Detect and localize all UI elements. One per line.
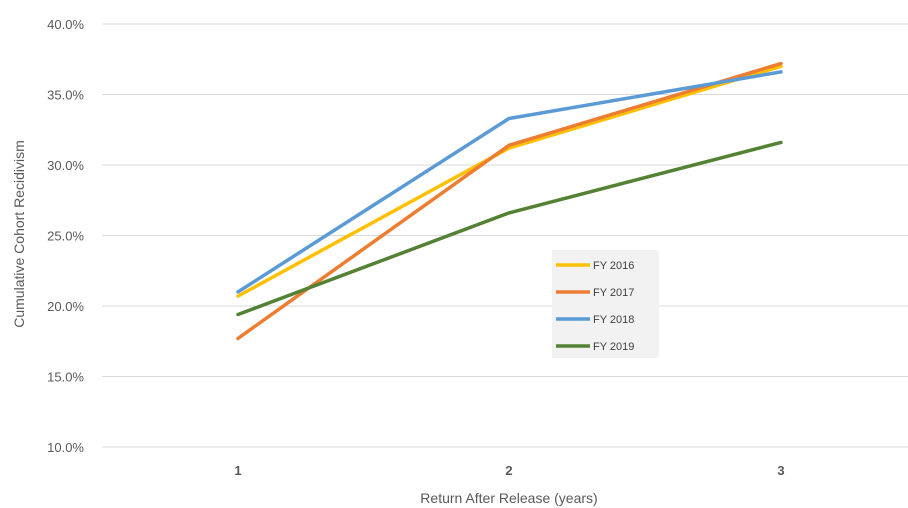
x-axis-ticks: 1 2 3: [234, 463, 784, 478]
series-line-fy-2018: [236, 70, 783, 294]
gridlines: [102, 23, 908, 448]
legend-label: FY 2018: [593, 314, 634, 326]
y-tick-label: 40.0%: [47, 17, 84, 32]
series-line-fy-2019: [236, 140, 783, 317]
series-lines: [236, 61, 783, 341]
y-tick-label: 20.0%: [47, 299, 84, 314]
x-tick-label: 3: [777, 463, 784, 478]
legend-label: FY 2019: [593, 341, 634, 353]
legend-item: FY 2016: [556, 260, 634, 272]
series-line-fy-2017: [236, 61, 783, 341]
legend-box: [552, 250, 659, 358]
y-tick-label: 15.0%: [47, 370, 84, 385]
legend-item: FY 2017: [556, 287, 634, 299]
series-line-fy-2016: [236, 64, 783, 298]
y-tick-label: 35.0%: [47, 88, 84, 103]
legend-item: FY 2019: [556, 341, 634, 353]
x-tick-label: 1: [234, 463, 241, 478]
y-axis-title: Cumulative Cohort Recidivism: [11, 140, 27, 328]
x-axis-title: Return After Release (years): [420, 490, 597, 506]
legend-label: FY 2017: [593, 287, 634, 299]
x-tick-label: 2: [505, 463, 512, 478]
legend-label: FY 2016: [593, 260, 634, 272]
legend-item: FY 2018: [556, 314, 634, 326]
y-axis-ticks: 10.0% 15.0% 20.0% 25.0% 30.0% 35.0% 40.0%: [47, 17, 84, 455]
y-tick-label: 30.0%: [47, 158, 84, 173]
y-tick-label: 10.0%: [47, 440, 84, 455]
y-tick-label: 25.0%: [47, 229, 84, 244]
legend: FY 2016 FY 2017 FY 2018 FY 2019: [552, 250, 659, 358]
